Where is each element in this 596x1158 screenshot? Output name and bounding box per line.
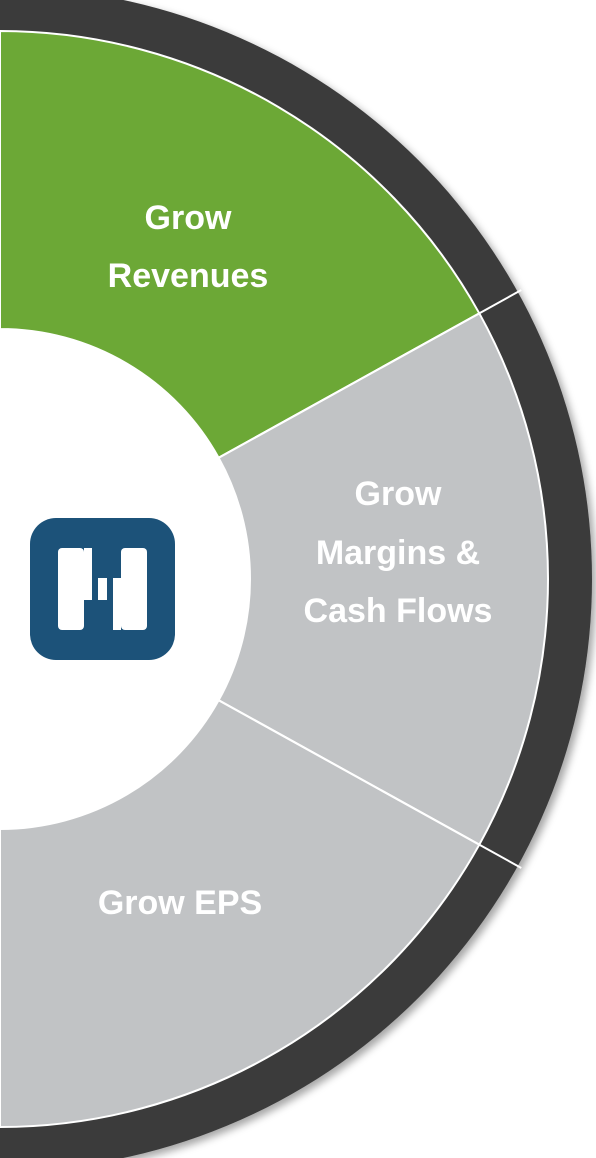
segment-label: Revenues	[108, 257, 269, 295]
divider	[218, 289, 522, 459]
segment-label: Grow	[355, 475, 442, 513]
segment-label: Cash Flows	[304, 592, 493, 630]
divider	[218, 699, 522, 869]
segment-label: Grow	[145, 199, 232, 237]
logo	[30, 518, 175, 660]
segment-label: Grow EPS	[98, 884, 262, 922]
segment-label: Margins &	[316, 534, 480, 572]
